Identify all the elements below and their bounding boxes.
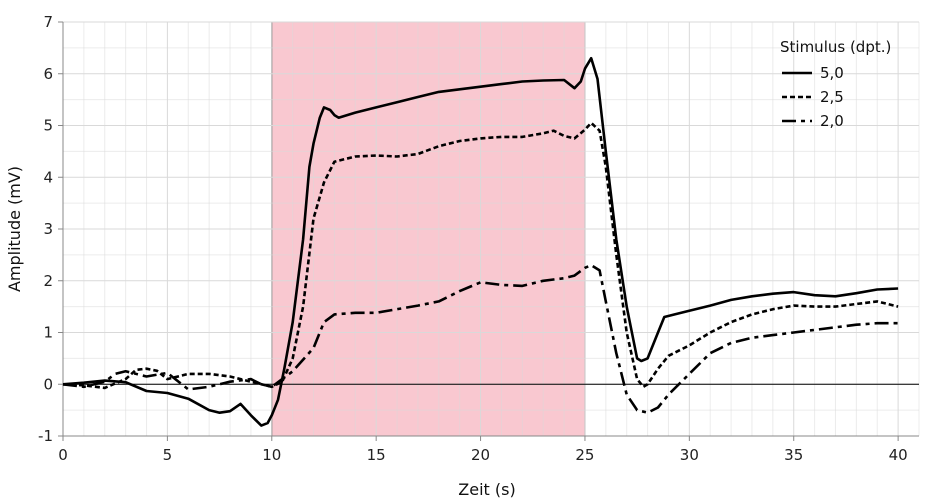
x-tick-label: 0 [58,446,68,464]
x-tick-label: 25 [575,446,594,464]
y-tick-label: 6 [43,65,53,83]
y-axis-label: Amplitude (mV) [5,166,24,292]
legend-label-3: 2,0 [820,112,844,130]
y-tick-label: 3 [43,220,53,238]
y-tick-label: 2 [43,272,53,290]
y-tick-label: 7 [43,13,53,31]
x-tick-label: 15 [367,446,386,464]
x-tick-label: 35 [784,446,803,464]
y-tick-label: 0 [43,375,53,393]
x-tick-label: 30 [680,446,699,464]
x-axis-label: Zeit (s) [458,480,515,499]
legend-label-1: 5,0 [820,64,844,82]
series-line-3 [62,263,899,414]
x-tick-label: 5 [163,446,173,464]
x-tick-label: 10 [262,446,281,464]
y-tick-label: 4 [43,168,53,186]
series-line-1 [62,56,899,427]
x-tick-label: 40 [889,446,908,464]
series-line-2 [62,121,899,390]
legend-label-2: 2,5 [820,88,844,106]
y-tick-label: 1 [43,324,53,342]
axis-layer: 0 5 10 15 20 25 30 35 40 -1 0 1 2 3 4 5 6 7 [38,13,919,464]
legend: Stimulus (dpt.) 5,0 2,5 2,0 [780,38,891,130]
series-layer [62,56,899,427]
y-tick-label: -1 [38,427,53,445]
y-tick-label: 5 [43,117,53,135]
legend-title: Stimulus (dpt.) [780,38,891,56]
x-tick-label: 20 [471,446,490,464]
